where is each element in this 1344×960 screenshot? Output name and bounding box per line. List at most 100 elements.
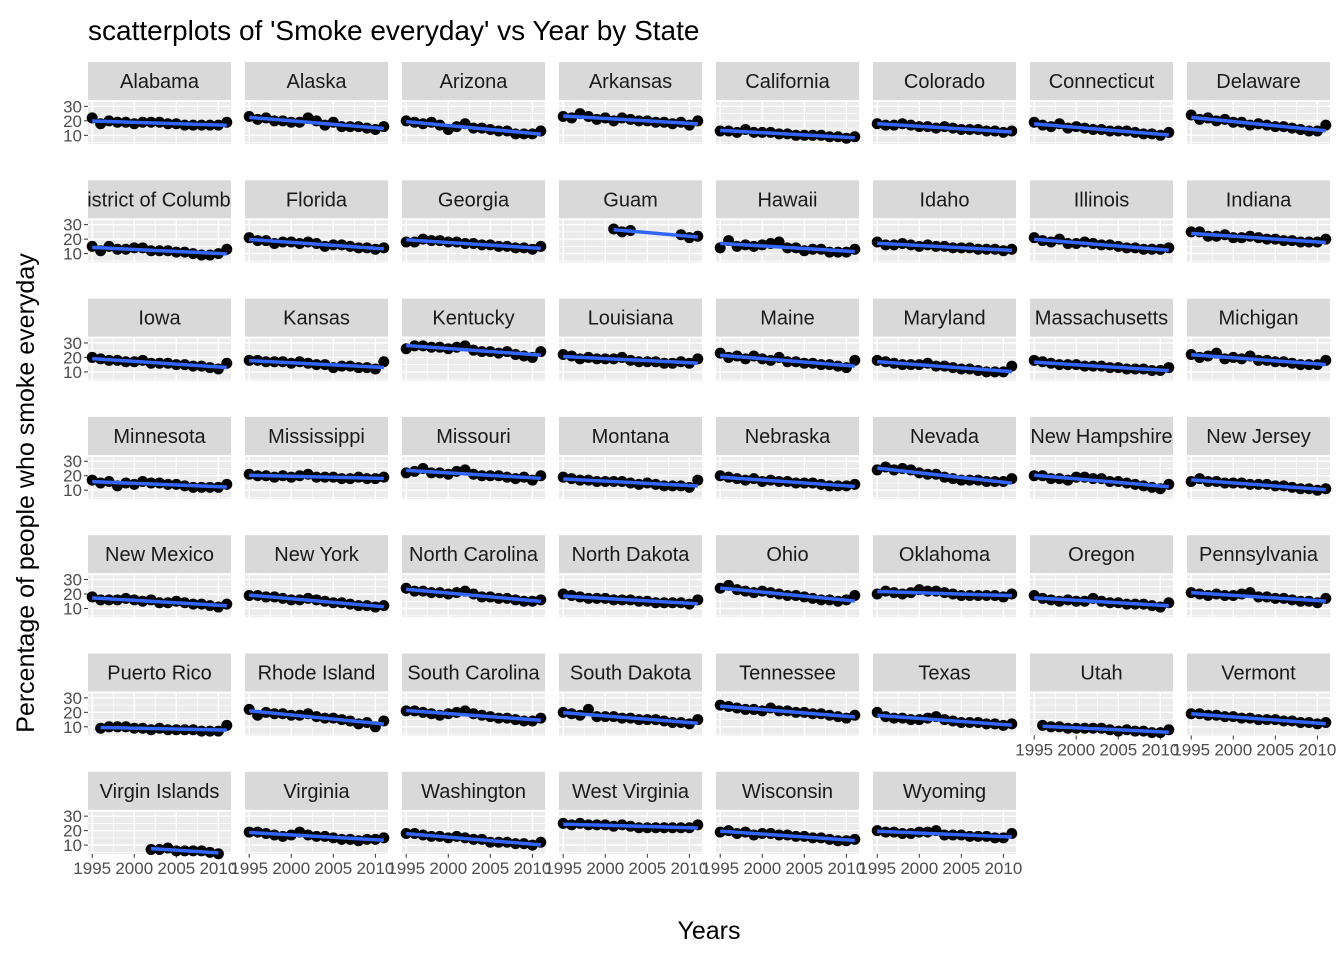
fit-line [1034,473,1169,489]
facet-strip-label: Oregon [1068,544,1135,566]
fit-line [92,119,227,127]
facet-panel: Delaware [1185,62,1332,144]
fit-line [877,241,1012,253]
facet-strip-label: Washington [421,781,526,803]
facet-panel: Hawaii [714,180,861,263]
facet-strip [402,298,545,337]
facet-strip-label: Tennessee [739,663,836,685]
fit-line [1191,115,1326,133]
y-tick-label: 30 [63,216,82,235]
facet-strip [88,771,231,810]
fit-line [877,359,1012,374]
fit-line [1191,590,1326,603]
facet-panel: South Carolina [400,653,547,736]
fit-line [249,237,384,251]
fit-line [249,115,384,131]
facet-strip-label: Minnesota [113,426,206,448]
fit-line [877,829,1012,839]
x-tick-label: 2000 [115,859,153,878]
fit-line [1034,596,1169,608]
data-point [557,817,569,829]
fit-line [406,708,541,722]
facet-strip [559,298,702,337]
facet-strip [245,535,388,574]
facet-strip [873,298,1016,337]
facet-strip-label: Iowa [138,308,181,330]
fit-line [92,356,227,370]
fit-line [563,114,698,126]
facet-panel: Mississippi [243,416,390,499]
y-tick-label: 20 [63,585,82,604]
facet-panel: Illinois [1028,180,1175,263]
x-tick-label: 2010 [513,859,551,878]
facet-panel: Georgia [400,180,547,263]
facet-strip [245,653,388,692]
facet-panel: Indiana [1185,180,1332,263]
facet-panel: Tennessee [714,653,861,736]
x-tick-label: 2005 [1099,741,1137,760]
y-tick-label: 30 [63,689,82,708]
x-tick-label: 2000 [900,859,938,878]
fit-line [720,241,855,254]
x-tick-label: 2000 [586,859,624,878]
facet-panel: Louisiana [557,298,704,381]
facet-panel: Montana [557,416,704,499]
facet-strip [559,771,702,810]
facet-panel: Wyoming 1995 2000 2005 2010 [858,771,1022,878]
facet-panel: Maryland [871,298,1018,381]
fit-line [563,354,698,365]
fit-line [406,468,541,481]
facet-strip [873,535,1016,574]
facet-strip-label: Utah [1080,663,1122,685]
fit-line [720,353,855,368]
fit-line [100,725,227,732]
fit-line [563,594,698,606]
facet-strip-label: West Virginia [572,781,690,803]
facet-strip-label: Ohio [766,544,808,566]
facet-strip-label: New York [274,544,359,566]
facet-strip-label: Pennsylvania [1199,544,1319,566]
facet-strip-label: South Dakota [570,663,692,685]
facet-strip-label: Illinois [1074,189,1130,211]
facet-panel: Guam [559,180,704,263]
fit-line [406,238,541,251]
data-point [221,719,233,731]
facet-strip [402,180,545,219]
facet-strip [559,62,702,100]
x-tick-label: 2010 [1141,741,1179,760]
facet-panel: Nevada [871,416,1018,499]
facet-strip-label: Guam [603,189,657,211]
facet-strip-label: New Mexico [105,544,214,566]
fit-line [720,586,855,603]
data-point [582,703,594,715]
data-point [400,828,412,840]
x-tick-label: 2010 [827,859,865,878]
fit-line [720,128,855,140]
data-point [849,243,861,255]
x-tick-label: 1995 [1172,741,1210,760]
facet-strip [402,62,545,100]
fit-line [877,466,1012,485]
fit-line [92,245,227,256]
facet-strip [402,535,545,574]
x-tick-label: 2005 [471,859,509,878]
fit-line [1191,712,1326,726]
facet-strip [245,416,388,455]
facet-strip [1030,298,1173,337]
y-tick-label: 10 [63,718,82,737]
fit-line [1191,353,1326,367]
facet-strip-label: Connecticut [1049,71,1155,93]
x-tick-label: 1995 [387,859,425,878]
facet-strip-label: Maryland [903,308,985,330]
data-point [773,236,785,248]
y-tick-label: 10 [63,363,82,382]
facet-strip-label: Kansas [283,308,350,330]
data-point [243,826,255,838]
facet-strip-label: Nevada [910,426,980,448]
fit-line [406,343,541,357]
